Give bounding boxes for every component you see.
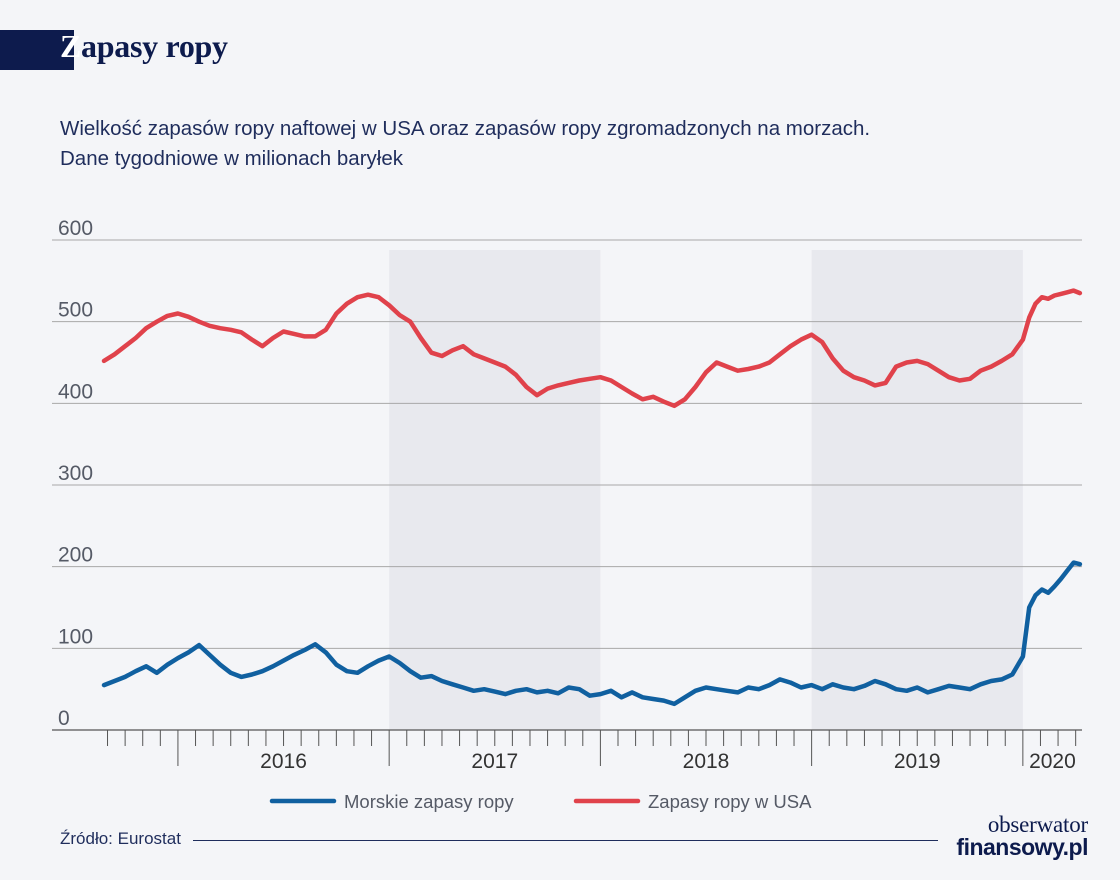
chart-subtitle: Wielkość zapasów ropy naftowej w USA ora… [60, 114, 870, 174]
y-tick-label-200: 200 [58, 544, 93, 567]
x-year-label-2018: 2018 [683, 750, 730, 773]
y-tick-label-500: 500 [58, 299, 93, 322]
shaded-year-band-2017 [389, 250, 601, 730]
y-tick-label-100: 100 [58, 625, 93, 648]
legend-label-0: Morskie zapasy ropy [344, 791, 514, 812]
logo-line-1: obserwator [987, 812, 1088, 837]
y-tick-label-600: 600 [58, 217, 93, 240]
y-tick-label-300: 300 [58, 462, 93, 485]
subtitle-line-2: Dane tygodniowe w milionach baryłek [60, 147, 403, 170]
x-year-label-2017: 2017 [471, 750, 518, 773]
series-line-zapasy-usa [101, 288, 1083, 409]
y-tick-label-0: 0 [58, 707, 70, 730]
shaded-year-band-2019 [811, 250, 1023, 730]
publisher-logo[interactable]: obserwator finansowy.pl [956, 812, 1088, 860]
logo-line-2: finansowy.pl [956, 834, 1088, 860]
x-year-label-2019: 2019 [894, 750, 941, 773]
chart-title-rest: apasy ropy [81, 28, 228, 64]
source-note: Źródło: Eurostat [60, 829, 181, 848]
footer-divider [193, 840, 938, 841]
chart-title-first-letter: Z [60, 28, 82, 64]
legend-label-1: Zapasy ropy w USA [648, 791, 812, 812]
x-year-label-2016: 2016 [260, 750, 307, 773]
title-accent-bar [0, 30, 74, 70]
x-year-label-2020: 2020 [1029, 750, 1076, 773]
chart-title: Zapasy ropy [60, 28, 228, 65]
series-line-morskie-zapasy [101, 560, 1083, 707]
subtitle-line-1: Wielkość zapasów ropy naftowej w USA ora… [60, 117, 871, 140]
y-tick-label-400: 400 [58, 380, 93, 403]
